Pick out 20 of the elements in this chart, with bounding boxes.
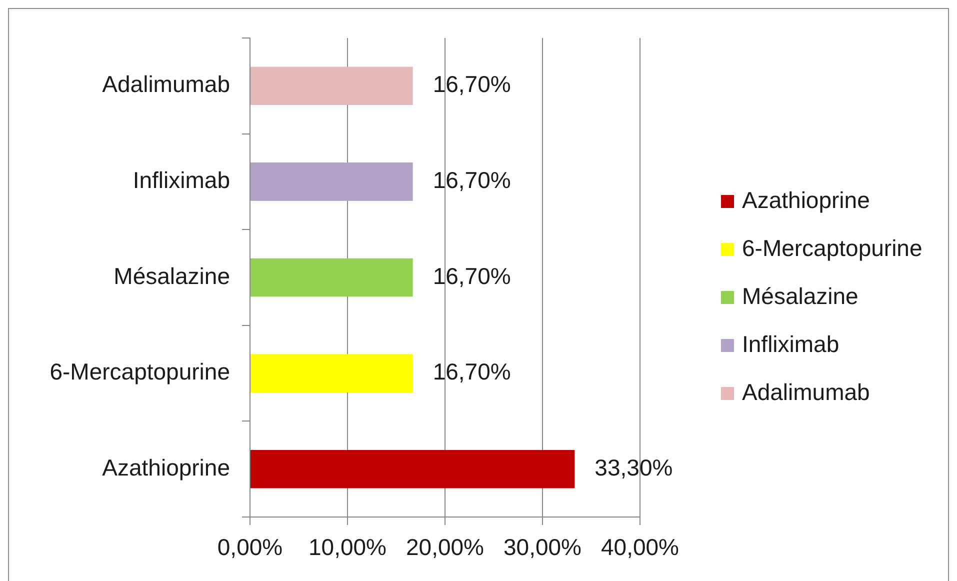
x-tick-label: 20,00%: [406, 534, 484, 560]
x-tick-label: 30,00%: [503, 534, 582, 560]
x-tick-label: 40,00%: [600, 534, 680, 560]
y-tick-label: Infliximab: [132, 167, 230, 194]
data-label: 16,70%: [432, 262, 511, 289]
legend-label: Mésalazine: [742, 282, 858, 309]
y-tick-label: Azathioprine: [102, 454, 230, 480]
data-label: 16,70%: [432, 71, 511, 98]
y-tick-label: Adalimumab: [102, 71, 230, 98]
legend-label: Adalimumab: [742, 378, 870, 405]
x-tick-label: 0,00%: [217, 534, 283, 560]
data-label: 16,70%: [432, 358, 511, 385]
data-label: 33,30%: [594, 454, 673, 480]
data-label: 16,70%: [432, 167, 511, 194]
legend-label: 6-Mercaptopurine: [742, 234, 922, 261]
y-tick-label: Mésalazine: [114, 262, 230, 289]
y-tick-label: 6-Mercaptopurine: [50, 358, 230, 385]
x-tick-label: 10,00%: [308, 534, 387, 560]
legend-label: Infliximab: [742, 330, 840, 357]
legend-label: Azathioprine: [742, 186, 870, 213]
